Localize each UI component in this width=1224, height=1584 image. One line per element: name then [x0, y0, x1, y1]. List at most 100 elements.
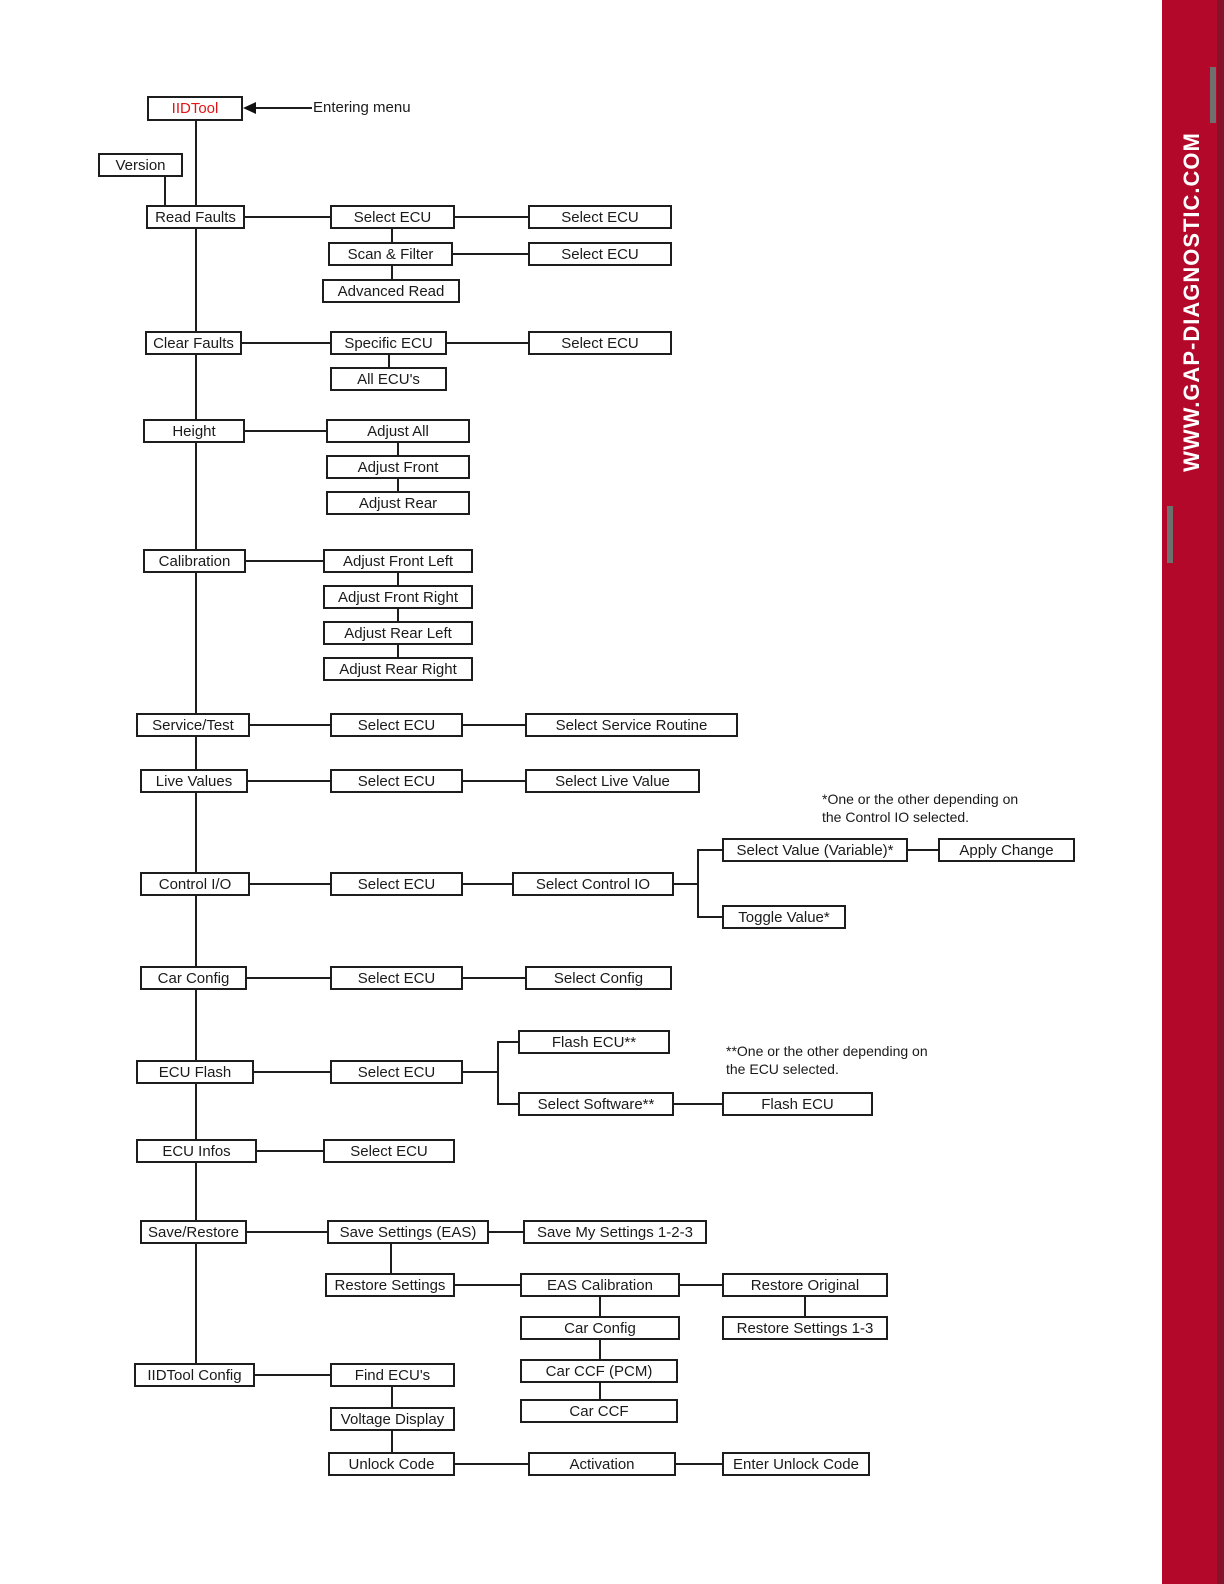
- node-all-ecus: All ECU's: [330, 367, 447, 391]
- node-flash-ecu-star: Flash ECU**: [518, 1030, 670, 1054]
- node-adjust-rear: Adjust Rear: [326, 491, 470, 515]
- connector: [248, 780, 330, 782]
- node-ecu-infos: ECU Infos: [136, 1139, 257, 1163]
- node-ecu-flash: ECU Flash: [136, 1060, 254, 1084]
- connector: [674, 1103, 722, 1105]
- node-calibration: Calibration: [143, 549, 246, 573]
- ecu-flash-note-line2: the ECU selected.: [726, 1061, 839, 1077]
- node-restore-original: Restore Original: [722, 1273, 888, 1297]
- connector: [455, 216, 528, 218]
- node-select-service-routine: Select Service Routine: [525, 713, 738, 737]
- node-activation: Activation: [528, 1452, 676, 1476]
- connector: [463, 780, 525, 782]
- node-select-control-io: Select Control IO: [512, 872, 674, 896]
- node-control-io: Control I/O: [140, 872, 250, 896]
- connector-version-drop: [164, 177, 166, 205]
- connector: [489, 1231, 523, 1233]
- node-ef-select-ecu: Select ECU: [330, 1060, 463, 1084]
- node-enter-unlock-code: Enter Unlock Code: [722, 1452, 870, 1476]
- node-find-ecus: Find ECU's: [330, 1363, 455, 1387]
- node-save-settings-eas: Save Settings (EAS): [327, 1220, 489, 1244]
- node-voltage-display: Voltage Display: [330, 1407, 455, 1431]
- node-adjust-all: Adjust All: [326, 419, 470, 443]
- connector-ecuflash-branch: [497, 1041, 499, 1105]
- connector: [254, 1071, 330, 1073]
- connector: [242, 342, 330, 344]
- connector: [676, 1463, 722, 1465]
- connector: [247, 977, 330, 979]
- ecu-flash-note: **One or the other depending on the ECU …: [726, 1042, 928, 1078]
- connector: [453, 253, 528, 255]
- node-scan-filter: Scan & Filter: [328, 242, 453, 266]
- node-clear-faults: Clear Faults: [145, 331, 242, 355]
- connector: [463, 1071, 499, 1073]
- node-toggle-value: Toggle Value*: [722, 905, 846, 929]
- node-service-test: Service/Test: [136, 713, 250, 737]
- node-version: Version: [98, 153, 183, 177]
- node-car-ccf-pcm: Car CCF (PCM): [520, 1359, 678, 1383]
- entering-menu-label: Entering menu: [313, 99, 411, 116]
- node-select-software: Select Software**: [518, 1092, 674, 1116]
- node-rf-select-ecu2: Select ECU: [528, 205, 672, 229]
- connector: [463, 724, 525, 726]
- connector: [455, 1284, 520, 1286]
- connector: [257, 1150, 323, 1152]
- sidebar-dash-bottom: [1167, 506, 1173, 563]
- connector-savesettings-chain: [390, 1244, 392, 1273]
- connector: [697, 849, 722, 851]
- node-restore-settings-13: Restore Settings 1-3: [722, 1316, 888, 1340]
- connector: [447, 342, 528, 344]
- node-iidtool-config: IIDTool Config: [134, 1363, 255, 1387]
- control-io-note: *One or the other depending on the Contr…: [822, 790, 1018, 826]
- connector-calibration-chain: [397, 573, 399, 657]
- connector: [497, 1041, 518, 1043]
- node-unlock-code: Unlock Code: [328, 1452, 455, 1476]
- node-apply-change: Apply Change: [938, 838, 1075, 862]
- connector: [247, 1231, 327, 1233]
- node-advanced-read: Advanced Read: [322, 279, 460, 303]
- connector: [908, 849, 938, 851]
- node-lv-select-ecu: Select ECU: [330, 769, 463, 793]
- connector: [674, 883, 699, 885]
- connector-trunk: [195, 121, 197, 1363]
- node-read-faults: Read Faults: [146, 205, 245, 229]
- node-rf-select-ecu: Select ECU: [330, 205, 455, 229]
- sidebar-dash-top: [1210, 67, 1216, 123]
- connector: [455, 1463, 528, 1465]
- node-cf-select-ecu: Select ECU: [528, 331, 672, 355]
- node-select-value-variable: Select Value (Variable)*: [722, 838, 908, 862]
- node-live-values: Live Values: [140, 769, 248, 793]
- node-select-config: Select Config: [525, 966, 672, 990]
- connector-eascal-chain: [599, 1297, 601, 1399]
- connector: [246, 560, 323, 562]
- connector: [245, 430, 326, 432]
- node-cio-select-ecu: Select ECU: [330, 872, 463, 896]
- node-adjust-front: Adjust Front: [326, 455, 470, 479]
- connector: [245, 216, 330, 218]
- ecu-flash-note-line1: **One or the other depending on: [726, 1043, 928, 1059]
- node-adjust-front-right: Adjust Front Right: [323, 585, 473, 609]
- connector: [497, 1103, 518, 1105]
- control-io-note-line1: *One or the other depending on: [822, 791, 1019, 807]
- node-save-my-settings: Save My Settings 1-2-3: [523, 1220, 707, 1244]
- node-car-ccf: Car CCF: [520, 1399, 678, 1423]
- node-sf-select-ecu: Select ECU: [528, 242, 672, 266]
- connector-entering-menu: [252, 107, 312, 109]
- node-sr-car-config: Car Config: [520, 1316, 680, 1340]
- control-io-note-line2: the Control IO selected.: [822, 809, 970, 825]
- connector: [463, 977, 525, 979]
- node-select-live-value: Select Live Value: [525, 769, 700, 793]
- node-st-select-ecu: Select ECU: [330, 713, 463, 737]
- node-adjust-rear-right: Adjust Rear Right: [323, 657, 473, 681]
- brand-sidebar: [1162, 0, 1224, 1584]
- sidebar-edge-stripe: [1217, 0, 1224, 1584]
- node-car-config: Car Config: [140, 966, 247, 990]
- connector: [697, 916, 722, 918]
- connector: [250, 883, 330, 885]
- node-height: Height: [143, 419, 245, 443]
- connector-restoreoriginal-chain: [804, 1297, 806, 1316]
- node-iidtool: IIDTool: [147, 96, 243, 121]
- connector: [255, 1374, 330, 1376]
- node-ei-select-ecu: Select ECU: [323, 1139, 455, 1163]
